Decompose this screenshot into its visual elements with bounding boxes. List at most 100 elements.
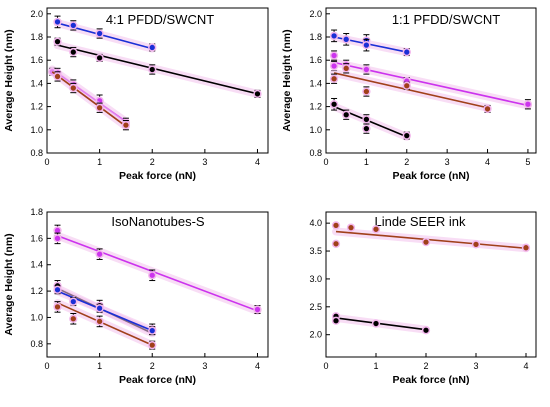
- series-1: [53, 224, 262, 315]
- data-point: [95, 29, 104, 38]
- panel-title: 1:1 PFDD/SWCNT: [392, 12, 500, 27]
- y-tick-label: 2.0: [309, 330, 322, 340]
- data-point: [421, 237, 431, 247]
- data-point: [523, 100, 533, 109]
- y-tick-label: 1.6: [30, 55, 43, 65]
- y-axis-label: Average Height (nm): [281, 29, 293, 131]
- y-tick-label: 1.4: [30, 78, 43, 88]
- data-point: [95, 304, 104, 313]
- panel-title: 4:1 PFDD/SWCNT: [106, 12, 214, 27]
- x-tick-label: 3: [445, 157, 450, 167]
- data-point: [69, 297, 78, 306]
- y-tick-label: 3.0: [309, 274, 322, 284]
- data-point: [95, 103, 104, 112]
- series-4: [329, 97, 411, 141]
- series-1: [53, 15, 157, 53]
- data-point: [402, 131, 411, 140]
- x-tick-label: 4: [485, 157, 490, 167]
- data-point: [342, 110, 351, 119]
- fit-line: [57, 302, 153, 346]
- y-tick-label: 1.4: [309, 78, 322, 88]
- plot-frame: [46, 211, 269, 358]
- series-4: [53, 298, 157, 350]
- x-tick-label: 4: [255, 157, 260, 167]
- data-point: [521, 243, 531, 252]
- x-tick-label: 3: [473, 361, 478, 371]
- data-point: [329, 31, 339, 40]
- y-tick-label: 2.0: [309, 9, 322, 19]
- x-axis-label: Peak force (nN): [392, 170, 469, 182]
- y-tick-label: 1.2: [30, 286, 43, 296]
- data-point: [69, 47, 78, 57]
- y-tick-label: 1.6: [309, 55, 322, 65]
- data-point: [53, 285, 62, 294]
- y-tick-label: 1.2: [309, 102, 322, 112]
- data-point: [331, 239, 341, 248]
- x-tick-label: 0: [323, 157, 328, 167]
- x-tick-label: 0: [323, 361, 328, 371]
- x-axis-label: Peak force (nN): [119, 374, 196, 386]
- series-1: [331, 221, 531, 253]
- data-point: [371, 225, 381, 234]
- series-3: [329, 63, 492, 114]
- chart-panel-3: 0 1 2 3 4 0.8 1.0 1.2 1.4 1.6 1.8 Peak force (nN) Av…: [3, 207, 269, 386]
- data-point: [69, 314, 78, 323]
- y-tick-label: 1.8: [30, 32, 43, 42]
- fit-line: [335, 317, 427, 331]
- data-point: [53, 302, 62, 312]
- data-point: [253, 89, 262, 98]
- data-point: [329, 61, 339, 71]
- data-point: [342, 35, 351, 44]
- data-point: [148, 65, 157, 74]
- x-tick-label: 4: [523, 361, 528, 371]
- plot-frame: [325, 7, 537, 154]
- x-tick-label: 2: [423, 361, 428, 371]
- plot-frame: [46, 7, 269, 154]
- data-point: [483, 104, 492, 114]
- series-4: [48, 67, 131, 131]
- chart-panel-1: 0 1 2 3 4 0.8 1.0 1.2 1.4 1.6 1.8 2.0 Peak force (nN…: [3, 7, 269, 182]
- y-tick-label: 0.8: [30, 148, 43, 158]
- y-tick-label: 0.8: [30, 339, 43, 349]
- data-point: [331, 221, 341, 230]
- series-3: [53, 285, 157, 336]
- data-point: [148, 271, 157, 280]
- data-point: [471, 240, 481, 249]
- data-point: [53, 37, 62, 46]
- chart-panel-4: 0 1 2 3 4 2.0 2.5 3.0 3.5 4.0 Peak force (nN) Linde…: [309, 211, 537, 386]
- y-tick-label: 3.5: [309, 246, 322, 256]
- data-point: [148, 326, 157, 335]
- data-point: [362, 40, 371, 50]
- x-tick-label: 1: [373, 361, 378, 371]
- x-tick-label: 1: [97, 157, 102, 167]
- fit-line: [333, 72, 488, 109]
- chart-panel-2: 0 1 2 3 4 5 0.8 1.0 1.2 1.4 1.6 1.8 2.0 Peak force (n…: [281, 7, 537, 182]
- fit-line: [51, 71, 127, 127]
- data-point: [121, 121, 131, 130]
- x-tick-label: 1: [364, 157, 369, 167]
- data-point: [53, 72, 62, 81]
- fit-line: [57, 44, 258, 95]
- data-point: [329, 74, 339, 83]
- data-point: [95, 250, 104, 259]
- x-tick-label: 3: [202, 157, 207, 167]
- data-point: [331, 316, 341, 325]
- data-point: [362, 87, 371, 96]
- panel-title: Linde SEER ink: [374, 214, 466, 229]
- y-tick-label: 1.8: [30, 207, 43, 217]
- data-point: [346, 223, 356, 232]
- x-tick-label: 4: [255, 361, 260, 371]
- data-point: [253, 305, 262, 314]
- y-tick-label: 1.4: [30, 260, 43, 270]
- y-tick-label: 1.0: [30, 125, 43, 135]
- y-tick-label: 1.8: [309, 32, 322, 42]
- data-point: [148, 43, 157, 52]
- data-point: [421, 326, 431, 335]
- series-2: [331, 312, 431, 335]
- series-2: [53, 37, 262, 98]
- x-axis-label: Peak force (nN): [392, 374, 469, 386]
- data-point: [53, 234, 62, 243]
- fit-line: [335, 230, 527, 250]
